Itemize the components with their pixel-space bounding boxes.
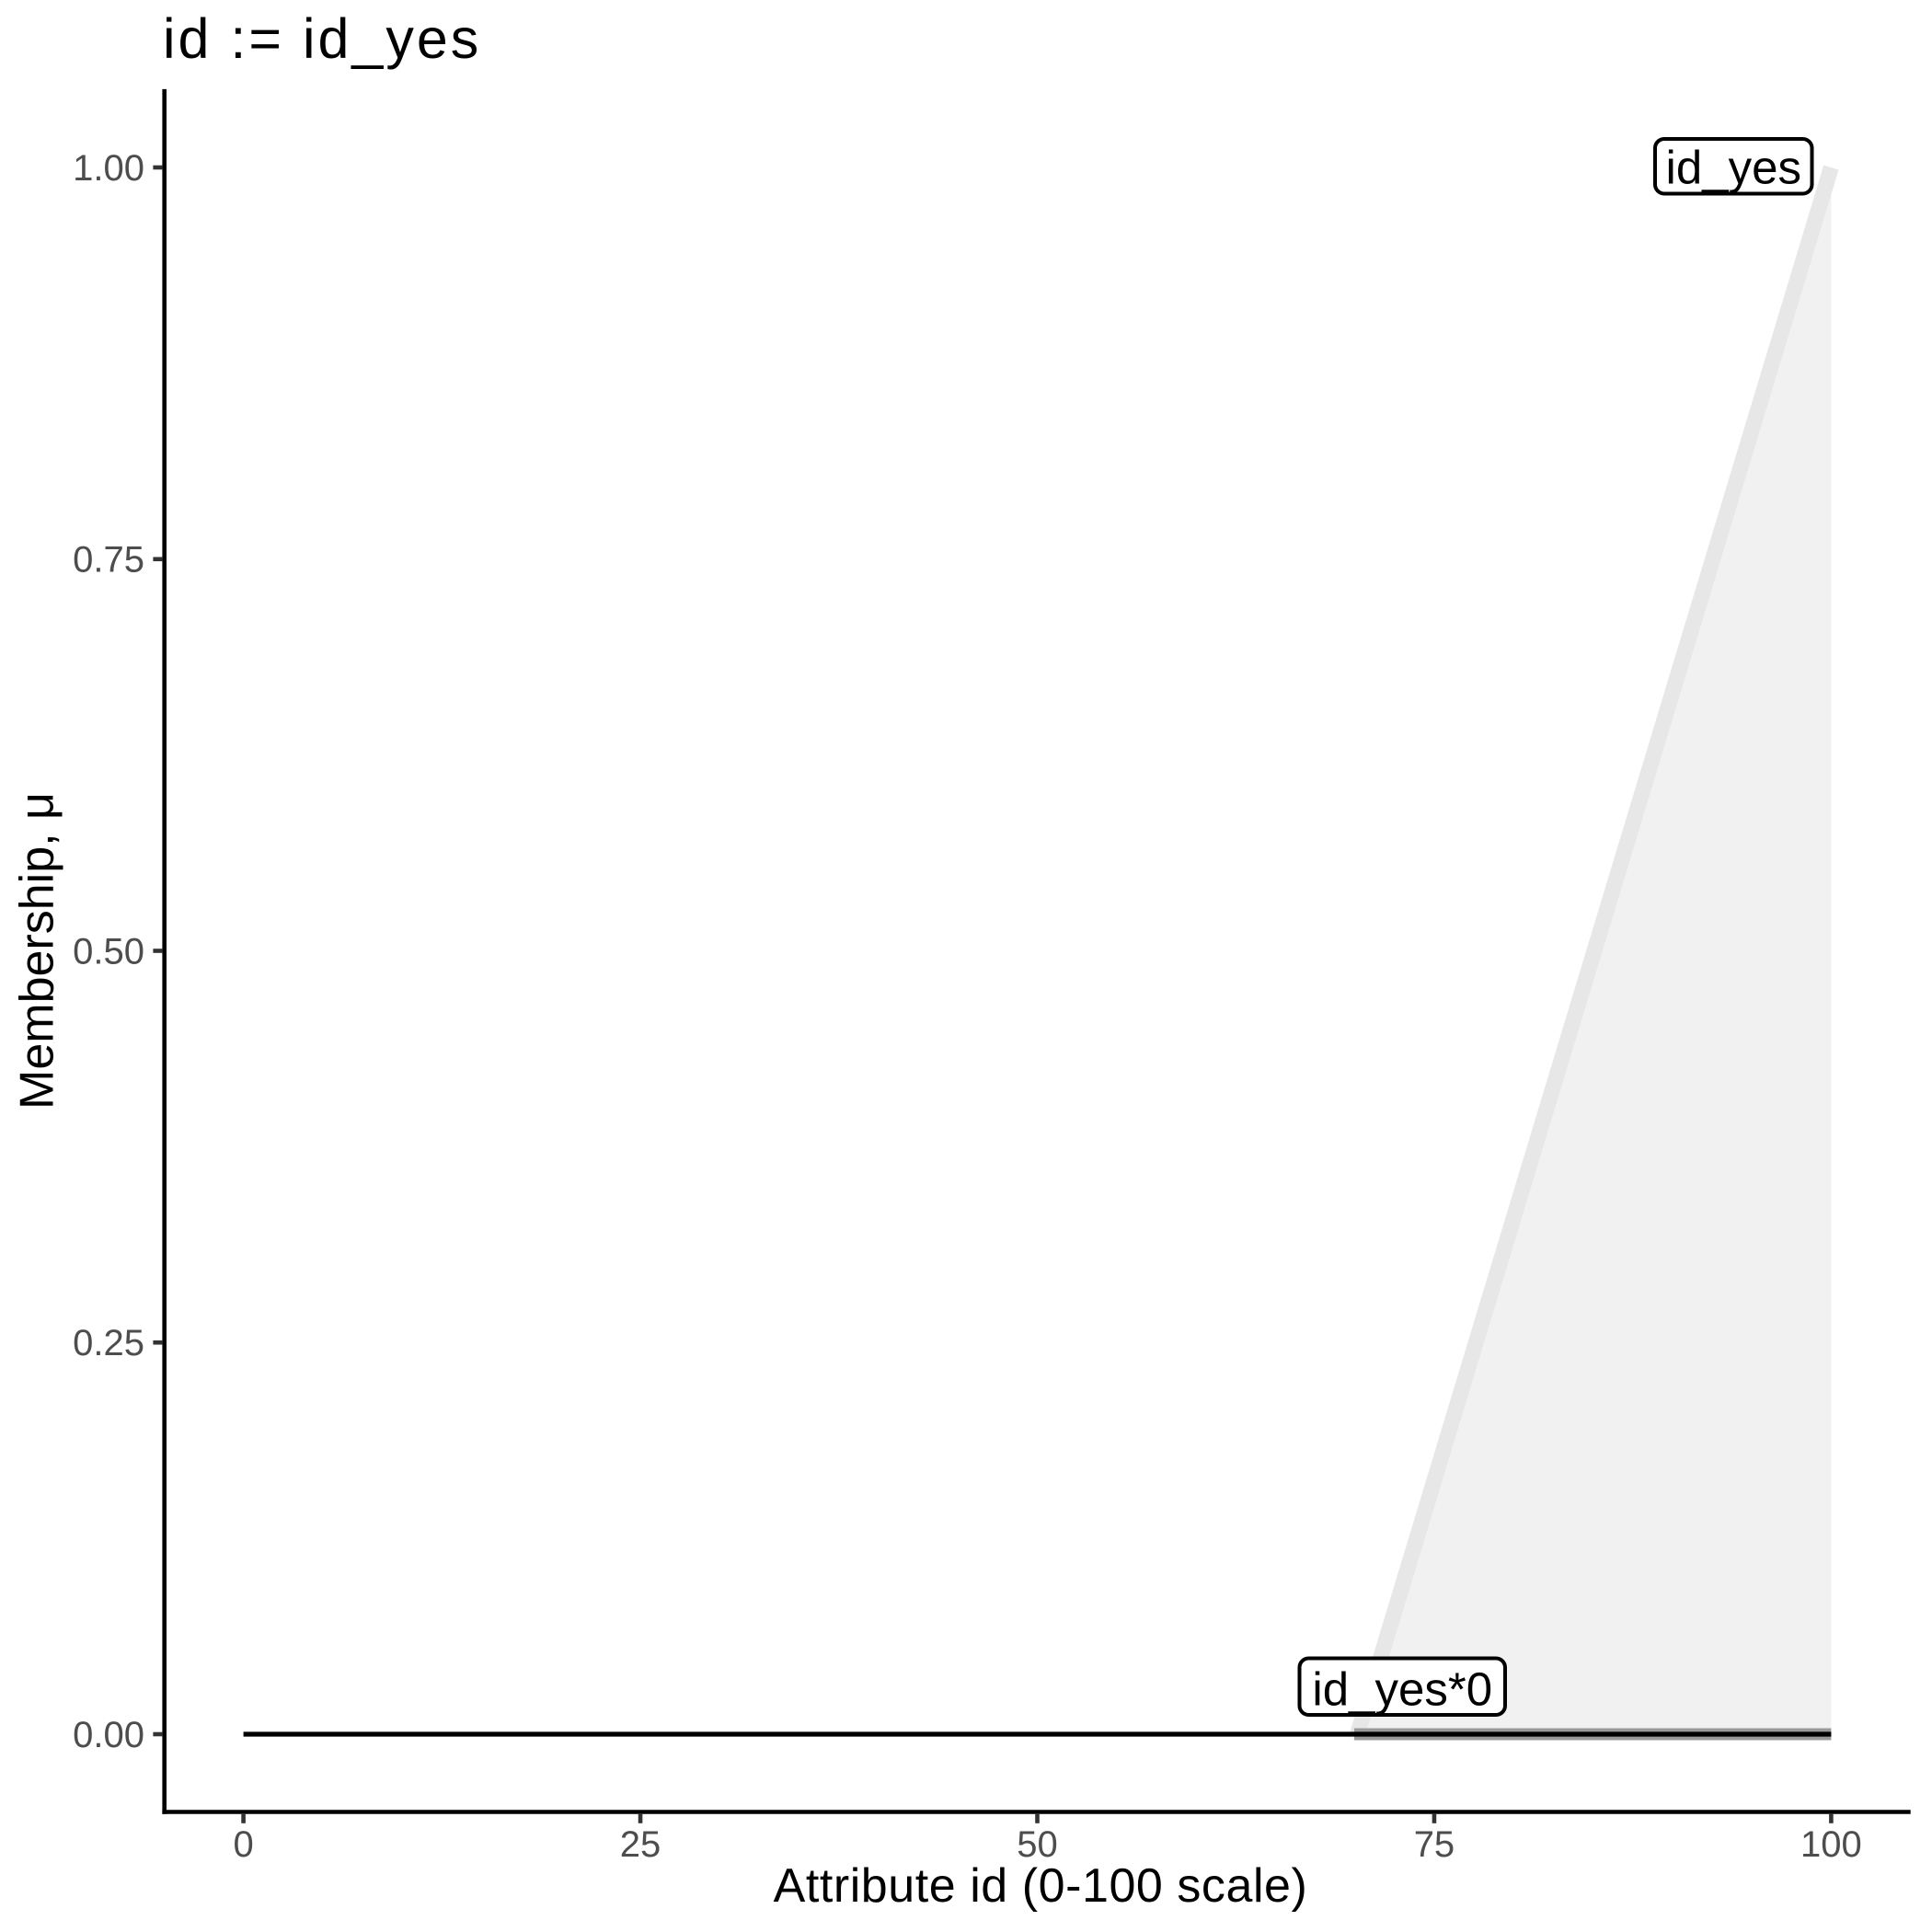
- svg-text:1.00: 1.00: [73, 148, 144, 189]
- svg-text:0.75: 0.75: [73, 540, 144, 581]
- svg-text:Membership, μ: Membership, μ: [11, 792, 64, 1110]
- svg-text:id := id_yes: id := id_yes: [163, 7, 481, 70]
- svg-text:50: 50: [1017, 1824, 1058, 1865]
- svg-text:0.25: 0.25: [73, 1323, 144, 1363]
- svg-text:0.50: 0.50: [73, 931, 144, 972]
- svg-text:25: 25: [620, 1824, 661, 1865]
- svg-text:0: 0: [233, 1824, 253, 1865]
- svg-text:100: 100: [1800, 1824, 1862, 1865]
- svg-text:75: 75: [1414, 1824, 1455, 1865]
- svg-text:Attribute id (0-100 scale): Attribute id (0-100 scale): [774, 1859, 1308, 1913]
- svg-text:id_yes: id_yes: [1666, 141, 1801, 193]
- svg-text:0.00: 0.00: [73, 1715, 144, 1755]
- svg-text:id_yes*0: id_yes*0: [1312, 1663, 1492, 1716]
